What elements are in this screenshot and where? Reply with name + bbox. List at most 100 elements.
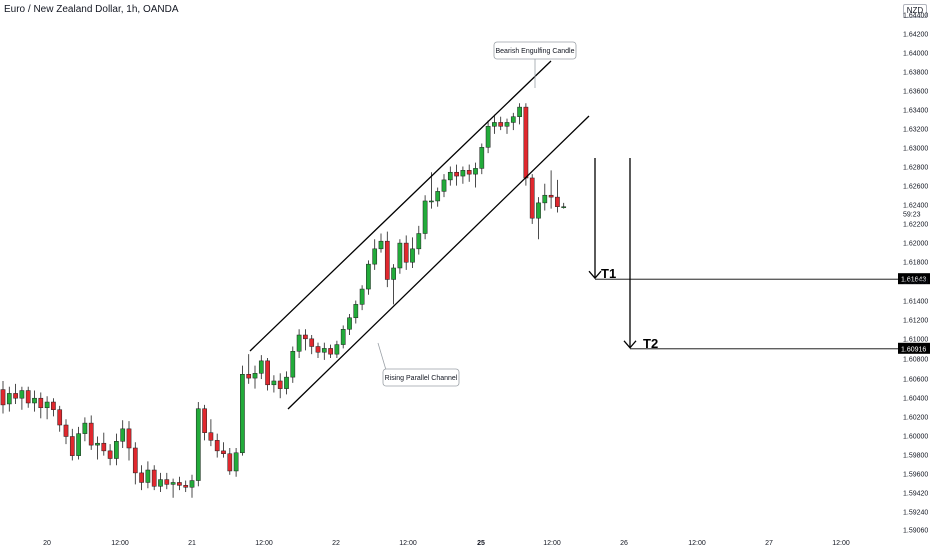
channel-upper-line[interactable] (250, 61, 551, 351)
bearish-candle[interactable] (524, 103, 528, 185)
bullish-candle[interactable] (360, 285, 364, 310)
bullish-candle[interactable] (417, 226, 421, 255)
bearish-candle[interactable] (555, 180, 559, 213)
candle-body (511, 117, 515, 123)
bearish-candle[interactable] (278, 373, 282, 398)
bearish-candle[interactable] (221, 442, 225, 457)
bearish-candle[interactable] (215, 434, 219, 458)
bullish-candle[interactable] (297, 329, 301, 358)
bullish-candle[interactable] (562, 203, 566, 209)
bearish-candle[interactable] (385, 232, 389, 288)
bearish-candle[interactable] (184, 481, 188, 492)
bullish-candle[interactable] (480, 144, 484, 175)
bullish-candle[interactable] (83, 417, 87, 441)
bullish-candle[interactable] (291, 346, 295, 382)
bullish-candle[interactable] (253, 366, 257, 389)
bearish-candle[interactable] (228, 448, 232, 475)
bullish-candle[interactable] (486, 121, 490, 154)
bullish-candle[interactable] (114, 434, 118, 466)
bullish-candle[interactable] (442, 174, 446, 197)
bearish-candle[interactable] (316, 343, 320, 358)
bullish-candle[interactable] (379, 234, 383, 253)
bearish-candle[interactable] (14, 384, 18, 404)
bullish-candle[interactable] (448, 166, 452, 185)
bearish-candle[interactable] (89, 415, 93, 449)
bearish-candle[interactable] (467, 165, 471, 182)
bearish-candle[interactable] (303, 329, 307, 350)
bearish-candle[interactable] (165, 473, 169, 489)
bearish-candle[interactable] (404, 235, 408, 269)
bearish-candle[interactable] (64, 419, 68, 444)
bullish-candle[interactable] (543, 184, 547, 211)
bullish-candle[interactable] (518, 103, 522, 124)
bullish-candle[interactable] (158, 473, 162, 492)
bullish-candle[interactable] (196, 402, 200, 486)
bearish-candle[interactable] (133, 442, 137, 484)
bearish-candle[interactable] (108, 444, 112, 465)
bullish-candle[interactable] (511, 113, 515, 130)
bearish-candle[interactable] (209, 419, 213, 446)
bullish-candle[interactable] (259, 355, 263, 379)
bullish-candle[interactable] (536, 197, 540, 239)
bullish-candle[interactable] (322, 343, 326, 360)
bullish-candle[interactable] (95, 437, 99, 460)
price-tick-label: 1.64200 (903, 32, 928, 39)
bullish-candle[interactable] (240, 366, 244, 456)
bullish-candle[interactable] (423, 195, 427, 239)
bullish-candle[interactable] (45, 396, 49, 419)
candle-body (543, 195, 547, 203)
candle-body (366, 264, 370, 289)
bullish-candle[interactable] (347, 314, 351, 335)
bullish-candle[interactable] (77, 427, 81, 460)
bearish-candle[interactable] (140, 465, 144, 490)
bullish-candle[interactable] (171, 479, 175, 498)
bullish-candle[interactable] (234, 448, 238, 477)
bullish-candle[interactable] (354, 301, 358, 324)
bullish-candle[interactable] (272, 375, 276, 392)
channel-callout[interactable]: Rising Parallel Channel (378, 343, 459, 386)
bearish-candle[interactable] (58, 406, 62, 432)
price-tag[interactable]: 1.60916 (898, 343, 930, 354)
bullish-candle[interactable] (473, 163, 477, 188)
bullish-candle[interactable] (436, 188, 440, 207)
bullish-candle[interactable] (366, 260, 370, 294)
bullish-candle[interactable] (410, 237, 414, 268)
bearish-candle[interactable] (203, 405, 207, 440)
bearish-candle[interactable] (177, 477, 181, 490)
bearish-candle[interactable] (26, 387, 30, 408)
bearish-candle[interactable] (127, 421, 131, 460)
bearish-candle[interactable] (39, 392, 43, 418)
bullish-candle[interactable] (398, 239, 402, 273)
bearish-candle[interactable] (266, 358, 270, 391)
channel-lower-line[interactable] (288, 116, 589, 409)
bullish-candle[interactable] (20, 387, 24, 410)
bullish-candle[interactable] (505, 119, 509, 134)
bearish-candle[interactable] (499, 117, 503, 130)
bearish-candle[interactable] (152, 465, 156, 490)
bullish-candle[interactable] (121, 420, 125, 448)
bearish-candle[interactable] (549, 170, 553, 208)
candle-body (140, 473, 144, 483)
bearish-candle[interactable] (247, 354, 251, 384)
bullish-candle[interactable] (190, 475, 194, 498)
bearish-candle[interactable] (102, 433, 106, 456)
bearish-candle[interactable] (530, 174, 534, 224)
bearish-candle[interactable] (329, 345, 333, 358)
bearish-candle[interactable] (1, 381, 5, 414)
bearish-candle[interactable] (51, 398, 55, 416)
bearish-candle[interactable] (455, 165, 459, 186)
bearish-candle[interactable] (70, 429, 74, 461)
bullish-candle[interactable] (284, 371, 288, 394)
time-tick-label: 12:00 (543, 540, 561, 547)
bullish-candle[interactable] (461, 166, 465, 183)
bullish-candle[interactable] (146, 461, 150, 488)
bullish-candle[interactable] (392, 264, 396, 304)
bearish-candle[interactable] (310, 335, 314, 354)
bullish-candle[interactable] (373, 239, 377, 270)
bullish-candle[interactable] (32, 391, 36, 412)
bullish-candle[interactable] (7, 387, 11, 412)
bullish-candle[interactable] (341, 325, 345, 348)
bearish-engulfing-callout[interactable]: Bearish Engulfing Candle (494, 42, 576, 88)
bullish-candle[interactable] (335, 341, 339, 358)
